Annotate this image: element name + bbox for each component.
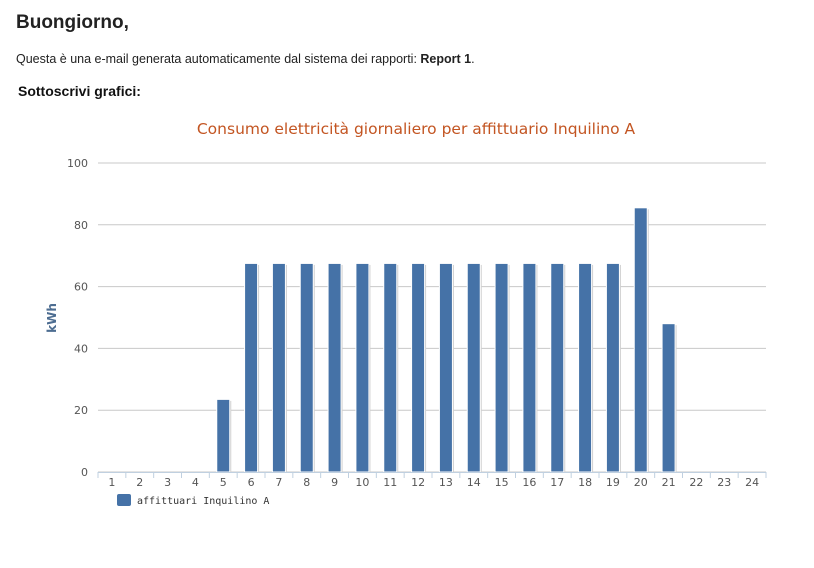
x-tick-label: 22 (689, 476, 703, 489)
x-tick-label: 16 (522, 476, 536, 489)
greeting-heading: Buongiorno, (16, 12, 129, 33)
x-tick-label: 15 (495, 476, 509, 489)
x-tick-label: 14 (467, 476, 481, 489)
bar-series (216, 207, 677, 473)
x-tick-label: 2 (136, 476, 143, 489)
chart-container: Consumo elettricità giornaliero per affi… (0, 108, 814, 528)
x-tick-label: 12 (411, 476, 425, 489)
x-tick-label: 10 (355, 476, 369, 489)
x-tick-label: 4 (192, 476, 199, 489)
y-axis-label: kWh (45, 303, 59, 333)
bar-day-12[interactable] (411, 262, 426, 473)
chart-title: Consumo elettricità giornaliero per affi… (197, 120, 636, 138)
x-tick-label: 19 (606, 476, 620, 489)
intro-sentence: Questa è una e-mail generata automaticam… (16, 52, 421, 66)
bar-day-9[interactable] (327, 262, 342, 473)
x-tick-label: 7 (275, 476, 282, 489)
legend-label: affittuari Inquilino A (137, 496, 269, 507)
y-tick-label: 0 (81, 466, 88, 479)
intro-text: Questa è una e-mail generata automaticam… (16, 52, 475, 66)
bar-day-21[interactable] (661, 323, 676, 473)
bar-day-13[interactable] (438, 262, 453, 473)
bar-day-6[interactable] (244, 262, 259, 473)
bar-day-7[interactable] (271, 262, 286, 473)
bar-day-17[interactable] (550, 262, 565, 473)
bar-day-20[interactable] (633, 207, 648, 473)
x-tick-label: 13 (439, 476, 453, 489)
bar-day-8[interactable] (299, 262, 314, 473)
x-tick-label: 21 (662, 476, 676, 489)
bar-chart: Consumo elettricità giornaliero per affi… (45, 120, 767, 507)
x-tick-label: 6 (248, 476, 255, 489)
bar-day-5[interactable] (216, 398, 231, 473)
x-tick-label: 5 (220, 476, 227, 489)
x-tick-label: 18 (578, 476, 592, 489)
bar-day-11[interactable] (383, 262, 398, 473)
bar-day-10[interactable] (355, 262, 370, 473)
x-tick-label: 20 (634, 476, 648, 489)
x-tick-label: 24 (745, 476, 759, 489)
bar-day-14[interactable] (466, 262, 481, 473)
y-axis-ticks: 0 20 40 60 80 100 (67, 157, 88, 479)
bar-day-18[interactable] (578, 262, 593, 473)
legend-swatch (117, 494, 131, 506)
x-tick-label: 23 (717, 476, 731, 489)
x-tick-label: 3 (164, 476, 171, 489)
x-tick-label: 17 (550, 476, 564, 489)
intro-end: . (471, 52, 475, 66)
y-tick-label: 60 (74, 281, 88, 294)
subscribed-charts-heading: Sottoscrivi grafici: (18, 83, 141, 99)
legend[interactable]: affittuari Inquilino A (117, 494, 269, 507)
y-tick-label: 20 (74, 404, 88, 417)
report-name: Report 1 (420, 52, 472, 66)
bar-day-16[interactable] (522, 262, 537, 473)
x-tick-label: 8 (303, 476, 310, 489)
x-tick-label: 1 (108, 476, 115, 489)
y-tick-label: 100 (67, 157, 88, 170)
x-tick-label: 9 (331, 476, 338, 489)
bar-day-19[interactable] (605, 262, 620, 473)
x-axis-ticks: 1 2 3 4 5 6 7 8 9 10 11 12 13 14 15 16 17 18 19 20 21 22 23 24 (97, 472, 767, 489)
y-tick-label: 40 (74, 342, 88, 355)
bar-day-15[interactable] (494, 262, 509, 473)
y-tick-label: 80 (74, 219, 88, 232)
x-tick-label: 11 (383, 476, 397, 489)
